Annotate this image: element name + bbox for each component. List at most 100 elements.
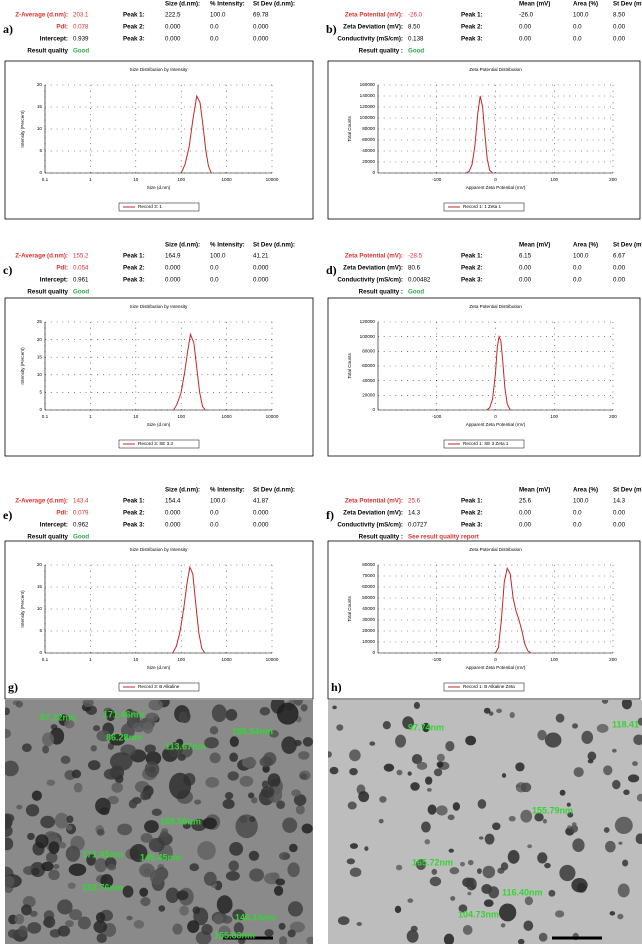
- particle: [201, 923, 213, 936]
- x-tick-label: 0: [494, 414, 497, 419]
- particle: [293, 739, 302, 747]
- legend-box: [118, 439, 200, 449]
- particle: [500, 862, 509, 871]
- table-header: Area (%): [573, 242, 598, 249]
- table-cell: Result quality: [27, 48, 68, 55]
- table-cell: 0.0: [573, 510, 582, 517]
- y-tick-label: 40000: [362, 606, 375, 611]
- particle: [287, 929, 296, 938]
- particle: [465, 735, 477, 746]
- table-header: St Dev (d.nm):: [253, 1, 295, 8]
- particle: [53, 864, 60, 870]
- particle: [145, 712, 159, 722]
- particle: [178, 711, 188, 723]
- particle: [477, 799, 487, 809]
- particle: [517, 938, 525, 944]
- chart-box: [4, 60, 314, 220]
- particle: [443, 933, 455, 944]
- y-tick-label: 5: [39, 148, 42, 153]
- table-cell: Result quality :: [359, 534, 403, 541]
- table-cell: 25.6: [408, 498, 421, 505]
- x-tick-label: 10: [133, 414, 139, 419]
- y-tick-label: 0: [39, 650, 42, 655]
- particle: [278, 922, 286, 930]
- particle: [213, 913, 224, 925]
- image-bg: [328, 700, 642, 944]
- table-cell: Conductivity (mS/cm):: [337, 522, 403, 529]
- table-header: St Dev (mV): [613, 487, 642, 494]
- particle: [132, 722, 146, 733]
- particle: [407, 898, 414, 903]
- particle: [426, 787, 432, 792]
- x-tick-label: -100: [432, 177, 442, 182]
- particle: [448, 848, 454, 853]
- table-cell: 0.00482: [408, 277, 431, 284]
- particle: [601, 700, 609, 704]
- table-cell: Zeta Deviation (mV):: [343, 510, 403, 517]
- particle: [336, 724, 344, 731]
- x-tick-label: 1: [89, 414, 92, 419]
- particle: [120, 723, 135, 739]
- particle: [46, 779, 56, 786]
- particle: [410, 925, 418, 932]
- particle: [218, 925, 231, 938]
- particle: [332, 705, 337, 710]
- x-tick-label: 100: [177, 657, 185, 662]
- particle: [96, 932, 107, 944]
- particle: [100, 873, 114, 889]
- particle: [349, 749, 361, 762]
- particle: [262, 765, 270, 773]
- particle: [151, 808, 162, 816]
- particle: [144, 744, 156, 754]
- table-cell: 222.5: [165, 12, 181, 19]
- particle: [466, 877, 477, 891]
- particle: [57, 899, 73, 915]
- table-header: St Dev (mV): [613, 1, 642, 8]
- particle: [527, 844, 533, 849]
- particle: [239, 815, 248, 824]
- particle: [411, 753, 423, 765]
- y-tick-label: 25: [37, 319, 43, 324]
- table-header: Mean (mV): [519, 1, 550, 8]
- particle: [509, 711, 515, 719]
- particle: [65, 845, 81, 862]
- particle: [149, 869, 165, 885]
- table-cell: See result quality report: [408, 534, 479, 541]
- particle: [7, 929, 18, 939]
- particle: [48, 869, 60, 881]
- table-cell: 41.21: [253, 253, 269, 260]
- x-tick-label: 100: [550, 414, 558, 419]
- particle: [581, 730, 594, 744]
- table-header: Size (d.nm):: [165, 487, 200, 494]
- particle: [537, 729, 547, 741]
- table-cell: Peak 1:: [461, 12, 483, 19]
- y-tick-label: 60000: [362, 584, 375, 589]
- particle: [77, 916, 91, 930]
- particle: [82, 700, 94, 708]
- table-cell: Peak 1:: [461, 253, 483, 260]
- particle: [145, 751, 162, 766]
- particle: [211, 704, 227, 723]
- particle: [622, 859, 629, 867]
- particle: [496, 708, 502, 714]
- particle: [614, 816, 633, 835]
- particle: [5, 707, 10, 716]
- particle: [194, 799, 202, 805]
- particle: [25, 804, 40, 817]
- particle: [356, 922, 362, 927]
- particle: [259, 756, 273, 768]
- y-tick-label: 120000: [360, 104, 376, 109]
- table-cell: 0.000: [253, 265, 269, 272]
- y-axis-label: Total Counts: [347, 596, 352, 622]
- particle: [133, 919, 145, 929]
- y-tick-label: 120000: [360, 319, 376, 324]
- panel-label: e): [3, 508, 12, 522]
- data-line: [173, 332, 206, 411]
- legend-box: [443, 682, 525, 692]
- particle: [347, 801, 357, 810]
- particle: [66, 824, 73, 831]
- x-tick-label: 0.1: [42, 414, 49, 419]
- particle: [5, 837, 14, 851]
- particle: [229, 736, 239, 748]
- particle: [445, 740, 455, 752]
